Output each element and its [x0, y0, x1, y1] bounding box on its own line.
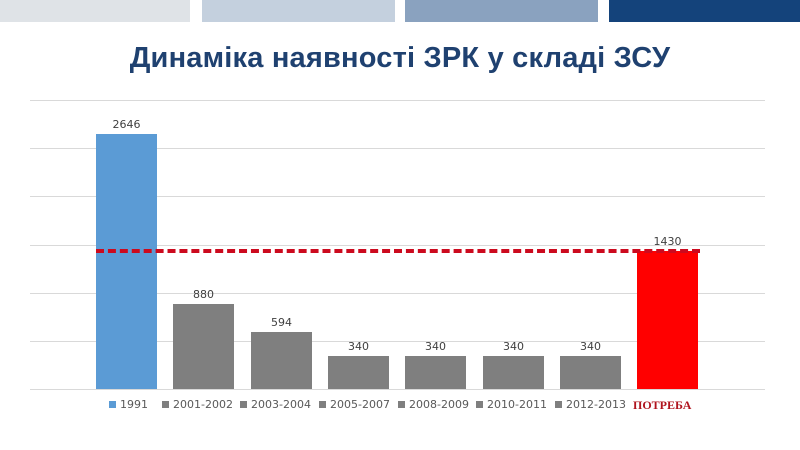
legend-swatch-icon — [398, 401, 405, 408]
legend-item: 2010-2011 — [476, 398, 547, 411]
gridline — [30, 293, 765, 294]
gridline — [30, 196, 765, 197]
legend-swatch-icon — [476, 401, 483, 408]
legend-item-requirement: ПОТРЕБА — [633, 398, 692, 412]
bar-1991 — [96, 134, 157, 389]
gridline — [30, 148, 765, 149]
legend-item: 2012-2013 — [555, 398, 626, 411]
legend-swatch-icon — [109, 401, 116, 408]
legend-item: 1991 — [109, 398, 148, 411]
value-label: 340 — [503, 340, 524, 353]
chart-title: Динаміка наявності ЗРК у складі ЗСУ — [129, 42, 671, 74]
legend-item: 2005-2007 — [319, 398, 390, 411]
plot-area: 2646 880 594 340 340 340 340 1430 — [30, 0, 765, 450]
legend-label: 2012-2013 — [566, 398, 626, 411]
bar-2008-2009 — [405, 356, 466, 389]
legend-swatch-icon — [319, 401, 326, 408]
legend-label: 1991 — [120, 398, 148, 411]
legend-label: 2001-2002 — [173, 398, 233, 411]
legend-swatch-icon — [240, 401, 247, 408]
header-band-2 — [202, 0, 395, 22]
header-band-1 — [0, 0, 190, 22]
header-band-4 — [609, 0, 800, 22]
legend-swatch-icon — [162, 401, 169, 408]
legend-item: 2003-2004 — [240, 398, 311, 411]
gridline — [30, 341, 765, 342]
legend: 1991 2001-2002 2003-2004 2005-2007 2008-2009… — [0, 398, 800, 414]
legend-item: 2001-2002 — [162, 398, 233, 411]
bar-ПОТРЕБА — [637, 251, 698, 389]
value-label: 2646 — [112, 118, 141, 131]
bar-2005-2007 — [328, 356, 389, 389]
value-label: 340 — [580, 340, 601, 353]
bar-2012-2013 — [560, 356, 621, 389]
legend-label: 2005-2007 — [330, 398, 390, 411]
requirement-dashed-line — [96, 249, 700, 253]
header-band-3 — [405, 0, 598, 22]
gridline — [30, 245, 765, 246]
gridline — [30, 100, 765, 101]
legend-label: 2010-2011 — [487, 398, 547, 411]
legend-swatch-icon — [555, 401, 562, 408]
legend-label: 2003-2004 — [251, 398, 311, 411]
bar-2010-2011 — [483, 356, 544, 389]
gridline — [30, 389, 765, 390]
value-label: 340 — [425, 340, 446, 353]
bar-2003-2004 — [251, 332, 312, 389]
value-label: 880 — [193, 288, 214, 301]
legend-item: 2008-2009 — [398, 398, 469, 411]
value-label: 594 — [271, 316, 292, 329]
value-label: 1430 — [653, 235, 682, 248]
legend-label: 2008-2009 — [409, 398, 469, 411]
bar-2001-2002 — [173, 304, 234, 389]
value-label: 340 — [348, 340, 369, 353]
